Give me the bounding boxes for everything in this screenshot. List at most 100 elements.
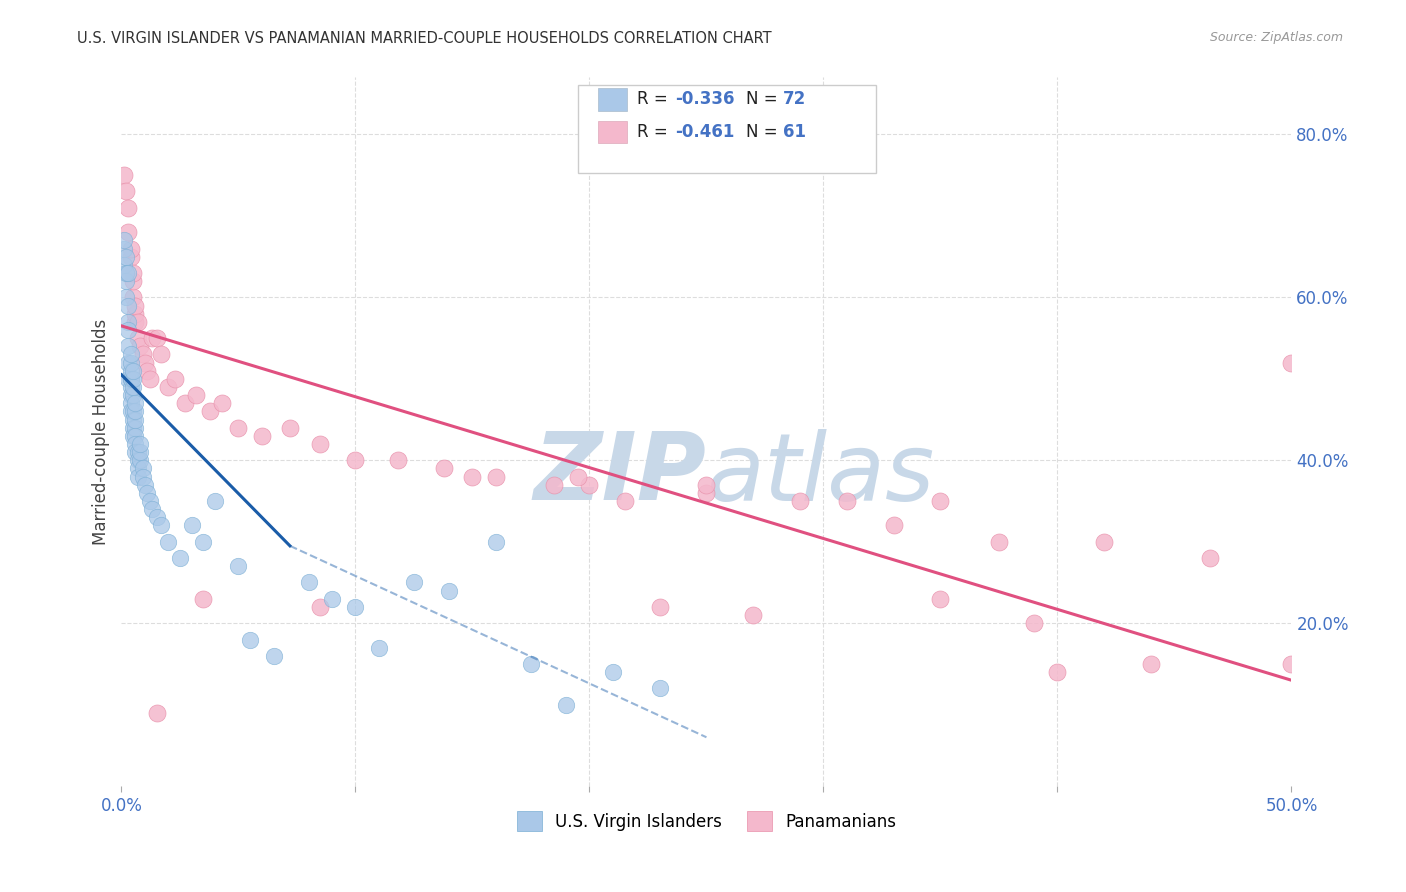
Point — [228, 559, 250, 574]
Text: N =: N = — [747, 90, 783, 109]
Point — [122, 388, 145, 402]
Legend: U.S. Virgin Islanders, Panamanians: U.S. Virgin Islanders, Panamanians — [510, 805, 903, 838]
Point — [120, 347, 142, 361]
Text: -0.461: -0.461 — [675, 123, 734, 141]
Point — [648, 681, 671, 696]
Point — [263, 648, 285, 663]
Point — [117, 323, 139, 337]
Point — [433, 461, 456, 475]
Point — [138, 494, 160, 508]
Point — [344, 599, 367, 614]
Bar — [598, 88, 627, 111]
Point — [204, 494, 226, 508]
Point — [117, 299, 139, 313]
Text: R =: R = — [637, 90, 673, 109]
Point — [122, 372, 145, 386]
Point — [367, 640, 389, 655]
Point — [122, 380, 145, 394]
Point — [124, 421, 146, 435]
Point — [120, 388, 142, 402]
Point — [543, 477, 565, 491]
Point — [120, 372, 142, 386]
Point — [742, 608, 765, 623]
Point — [344, 453, 367, 467]
Point — [127, 461, 149, 475]
Point — [129, 445, 152, 459]
Point — [200, 404, 222, 418]
Point — [186, 388, 208, 402]
Point — [239, 632, 262, 647]
Point — [567, 469, 589, 483]
Point — [136, 364, 159, 378]
Point — [124, 412, 146, 426]
Point — [120, 242, 142, 256]
Point — [117, 372, 139, 386]
Point — [193, 534, 215, 549]
Point — [835, 494, 858, 508]
Y-axis label: Married-couple Households: Married-couple Households — [93, 318, 110, 545]
Point — [648, 599, 671, 614]
Point — [122, 429, 145, 443]
Point — [987, 534, 1010, 549]
Point — [695, 486, 717, 500]
Point — [555, 698, 578, 712]
Point — [150, 347, 173, 361]
Point — [131, 469, 153, 483]
Point — [461, 469, 484, 483]
Point — [402, 575, 425, 590]
Point — [298, 575, 321, 590]
Point — [120, 364, 142, 378]
Bar — [598, 120, 627, 144]
Point — [150, 518, 173, 533]
Point — [789, 494, 811, 508]
Point — [124, 429, 146, 443]
Point — [117, 201, 139, 215]
Point — [129, 339, 152, 353]
Point — [169, 551, 191, 566]
Point — [602, 665, 624, 679]
Point — [115, 274, 138, 288]
Point — [437, 583, 460, 598]
Point — [112, 233, 135, 247]
Point — [117, 266, 139, 280]
Point — [129, 437, 152, 451]
Point — [145, 706, 167, 720]
Point — [122, 421, 145, 435]
Point — [124, 396, 146, 410]
Point — [309, 599, 332, 614]
Point — [1092, 534, 1115, 549]
Point — [117, 315, 139, 329]
Point — [309, 437, 332, 451]
Point — [112, 242, 135, 256]
Point — [180, 518, 202, 533]
Point — [165, 372, 187, 386]
Point — [145, 510, 167, 524]
Point — [124, 445, 146, 459]
Text: N =: N = — [747, 123, 783, 141]
Point — [127, 315, 149, 329]
Point — [120, 404, 142, 418]
Point — [1140, 657, 1163, 671]
Point — [124, 307, 146, 321]
Point — [127, 469, 149, 483]
Point — [485, 469, 508, 483]
Point — [124, 315, 146, 329]
Point — [131, 461, 153, 475]
Point — [117, 355, 139, 369]
Point — [141, 331, 163, 345]
Point — [157, 380, 180, 394]
Point — [228, 421, 250, 435]
Point — [613, 494, 636, 508]
Text: -0.336: -0.336 — [675, 90, 734, 109]
Point — [929, 494, 952, 508]
Point — [112, 168, 135, 182]
Point — [115, 266, 138, 280]
Point — [173, 396, 195, 410]
Point — [122, 404, 145, 418]
Point — [127, 331, 149, 345]
Point — [134, 355, 156, 369]
Text: Source: ZipAtlas.com: Source: ZipAtlas.com — [1209, 31, 1343, 45]
Point — [695, 477, 717, 491]
Point — [278, 421, 301, 435]
Point — [1281, 657, 1303, 671]
